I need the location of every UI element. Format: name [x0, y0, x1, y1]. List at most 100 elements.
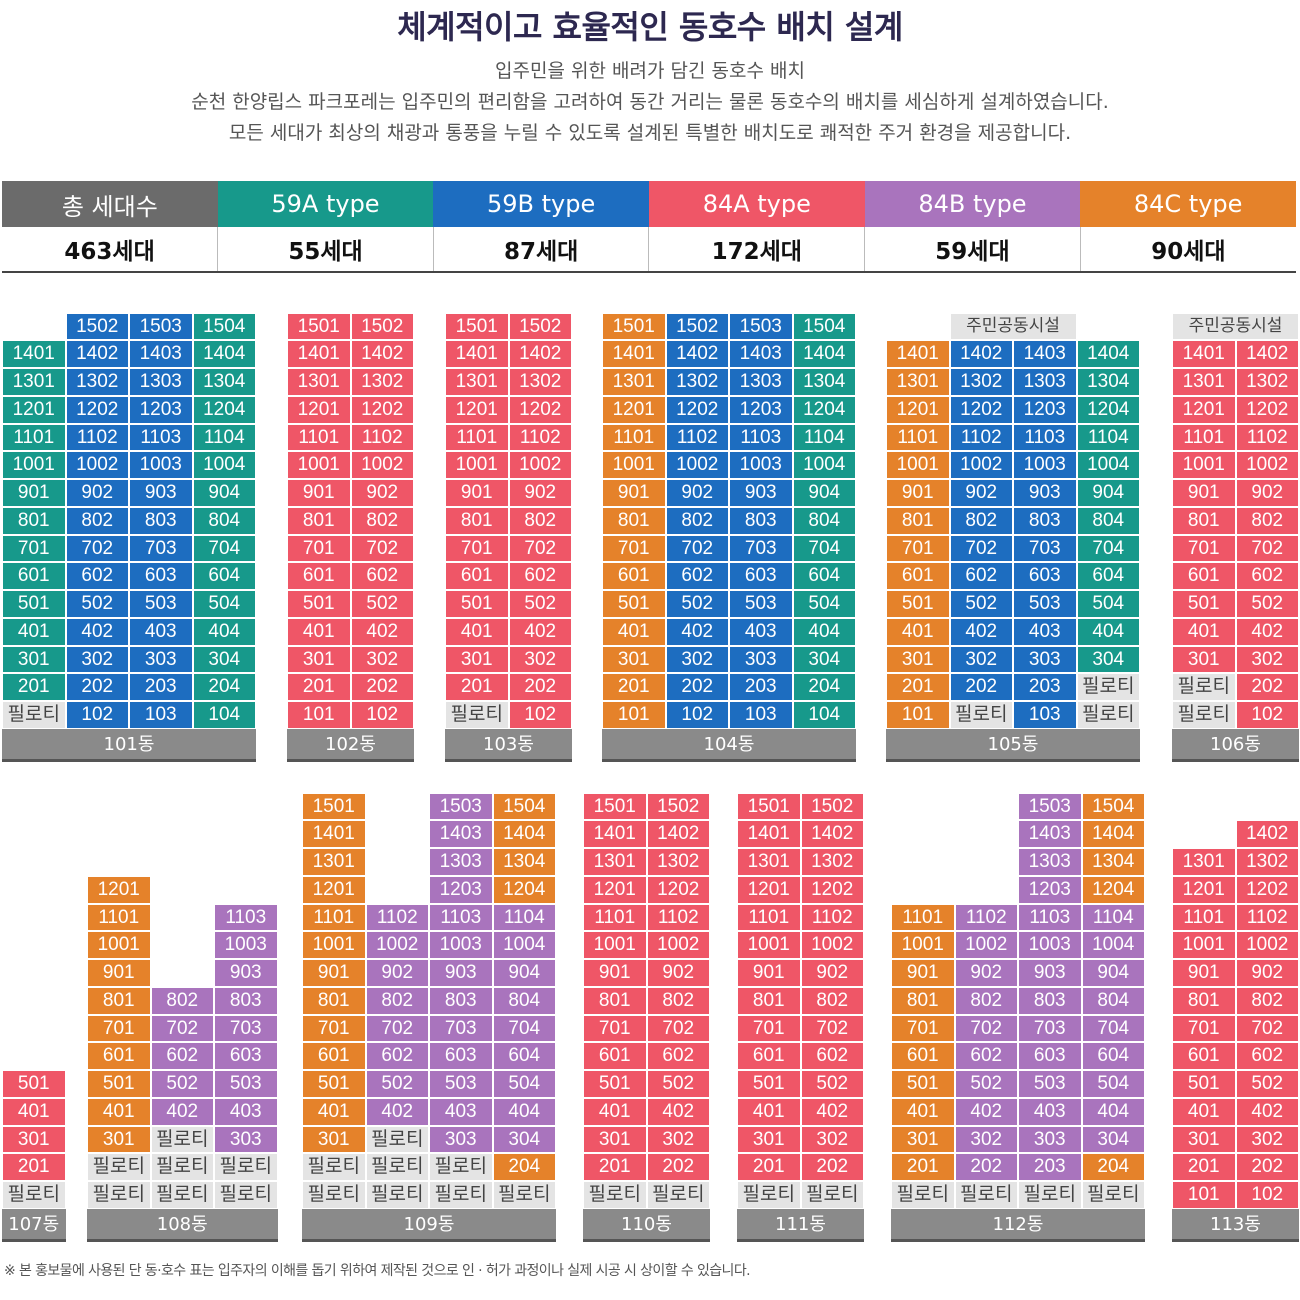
- unit-cell: 1204: [192, 395, 256, 424]
- unit-cell: 503: [129, 590, 193, 618]
- unit-cell: 801: [737, 986, 801, 1015]
- unit-cell: 1301: [302, 848, 366, 876]
- unit-cell: 702: [65, 534, 129, 563]
- unit-cell: 903: [1013, 479, 1077, 507]
- unit-cell: 1301: [287, 368, 351, 396]
- unit-cell: 1102: [954, 903, 1018, 932]
- unit-cell: 302: [949, 645, 1013, 674]
- unit-cell: 602: [800, 1042, 864, 1070]
- unit-cell: 703: [429, 1014, 493, 1043]
- unit-cell: 1401: [886, 340, 950, 368]
- unit-cell: 803: [1018, 986, 1082, 1015]
- unit-cell: 401: [1172, 617, 1236, 646]
- unit-cell: 801: [1172, 986, 1236, 1015]
- unit-cell: 1004: [492, 931, 556, 959]
- unit-cell: 1501: [302, 792, 366, 821]
- unit-cell: 304: [1081, 1125, 1145, 1154]
- unit-cell: 702: [150, 1014, 214, 1043]
- unit-cell: 801: [886, 506, 950, 535]
- unit-cell: 201: [287, 673, 351, 701]
- unit-cell: 801: [891, 986, 955, 1015]
- unit-cell: 1303: [1018, 848, 1082, 876]
- unit-cell: 403: [1018, 1097, 1082, 1126]
- unit-cell: 1003: [129, 451, 193, 479]
- unit-cell: 301: [2, 1125, 66, 1154]
- unit-cell: 504: [192, 590, 256, 618]
- unit-cell: 302: [646, 1125, 710, 1154]
- unit-cell: 203: [729, 673, 793, 701]
- unit-cell: 802: [800, 986, 864, 1015]
- unit-cell: 603: [729, 562, 793, 590]
- unit-cell: 601: [886, 562, 950, 590]
- unit-cell: 1002: [800, 931, 864, 959]
- building-label: 103동: [445, 729, 572, 762]
- unit-cell: 502: [350, 590, 414, 618]
- unit-cell: 301: [445, 645, 509, 674]
- unit-cell: 1202: [646, 875, 710, 904]
- unit-cell: 1201: [2, 395, 66, 424]
- unit-cell: 1102: [508, 423, 572, 452]
- unit-cell: 204: [1081, 1153, 1145, 1181]
- unit-cell: 802: [665, 506, 729, 535]
- unit-cell: 103: [1013, 701, 1077, 729]
- unit-cell: 1101: [445, 423, 509, 452]
- unit-cell: 304: [492, 1125, 556, 1154]
- unit-cell: 601: [302, 1042, 366, 1070]
- pilotis-cell: 필로티: [214, 1181, 278, 1209]
- pilotis-cell: 필로티: [1172, 673, 1236, 701]
- unit-cell: 302: [800, 1125, 864, 1154]
- unit-cell: 504: [1076, 590, 1140, 618]
- unit-cell: 502: [949, 590, 1013, 618]
- unit-cell: 1303: [429, 848, 493, 876]
- unit-cell: 1401: [445, 340, 509, 368]
- unit-cell: 1003: [1018, 931, 1082, 959]
- unit-cell: 1203: [1018, 875, 1082, 904]
- unit-cell: 1403: [1013, 340, 1077, 368]
- unit-cell: 1002: [65, 451, 129, 479]
- unit-cell: 201: [583, 1153, 647, 1181]
- unit-cell: 1202: [665, 395, 729, 424]
- unit-cell: 401: [287, 617, 351, 646]
- unit-cell: 801: [602, 506, 666, 535]
- unit-cell: 303: [1013, 645, 1077, 674]
- unit-cell: 701: [87, 1014, 151, 1043]
- unit-cell: 1101: [287, 423, 351, 452]
- unit-cell: 1403: [1018, 820, 1082, 848]
- unit-cell: 1103: [1013, 423, 1077, 452]
- unit-cell: 1302: [508, 368, 572, 396]
- unit-cell: 1001: [287, 451, 351, 479]
- unit-cell: 603: [214, 1042, 278, 1070]
- unit-cell: 1502: [65, 312, 129, 341]
- unit-cell: 104: [792, 701, 856, 729]
- unit-cell: 901: [737, 959, 801, 987]
- unit-cell: 203: [1018, 1153, 1082, 1181]
- unit-cell: 1404: [1076, 340, 1140, 368]
- unit-cell: 501: [2, 1070, 66, 1098]
- unit-cell: 902: [665, 479, 729, 507]
- unit-cell: 202: [665, 673, 729, 701]
- unit-cell: 902: [508, 479, 572, 507]
- unit-cell: 602: [1235, 562, 1299, 590]
- unit-cell: 301: [737, 1125, 801, 1154]
- unit-cell: 202: [800, 1153, 864, 1181]
- unit-cell: 902: [954, 959, 1018, 987]
- unit-cell: 1002: [954, 931, 1018, 959]
- pilotis-cell: 필로티: [429, 1181, 493, 1209]
- unit-cell: 601: [445, 562, 509, 590]
- unit-cell: 1002: [1235, 451, 1299, 479]
- unit-cell: 1501: [583, 792, 647, 821]
- unit-cell: 801: [583, 986, 647, 1015]
- header-84c: 84C type: [1080, 181, 1296, 227]
- unit-cell: 803: [429, 986, 493, 1015]
- unit-cell: 1003: [214, 931, 278, 959]
- unit-cell: 1102: [1235, 903, 1299, 932]
- unit-cell: 1504: [492, 792, 556, 821]
- unit-cell: 201: [891, 1153, 955, 1181]
- unit-cell: 102: [65, 701, 129, 729]
- unit-cell: 501: [287, 590, 351, 618]
- unit-cell: 301: [891, 1125, 955, 1154]
- page-title: 체계적이고 효율적인 동호수 배치 설계: [397, 8, 903, 46]
- unit-cell: 1401: [583, 820, 647, 848]
- building-label: 109동: [302, 1209, 556, 1242]
- unit-cell: 1101: [583, 903, 647, 932]
